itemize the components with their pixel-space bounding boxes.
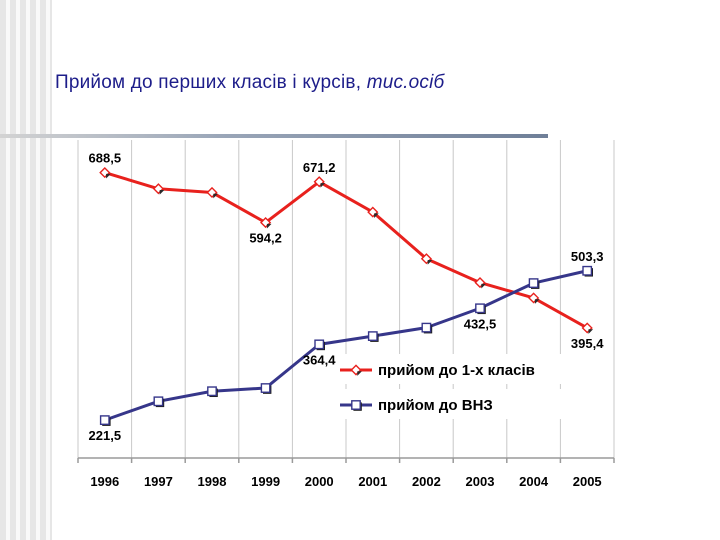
data-point-0 bbox=[528, 292, 540, 304]
legend-label-0: прийом до 1-х класів bbox=[378, 362, 535, 379]
data-label: 671,2 bbox=[303, 160, 336, 175]
x-tick-label: 2001 bbox=[358, 474, 387, 489]
x-tick-label: 1998 bbox=[198, 474, 227, 489]
data-point-0 bbox=[420, 253, 432, 265]
data-point-1 bbox=[99, 415, 110, 426]
data-label: 221,5 bbox=[89, 428, 122, 443]
data-label: 503,3 bbox=[571, 249, 604, 264]
data-point-1 bbox=[314, 339, 325, 350]
data-label: 432,5 bbox=[464, 316, 497, 331]
data-label: 594,2 bbox=[249, 231, 282, 246]
x-tick-label: 2005 bbox=[573, 474, 602, 489]
series-line-0 bbox=[104, 171, 588, 330]
data-point-0-shadow bbox=[374, 213, 379, 218]
legend-label-1: прийом до ВНЗ bbox=[378, 397, 493, 414]
legend-item-bg bbox=[336, 389, 586, 419]
title-unit: тис.осіб bbox=[366, 72, 445, 93]
data-point-0-shadow bbox=[266, 223, 272, 229]
data-point-1 bbox=[153, 396, 164, 407]
legend-marker-0-shadow bbox=[357, 371, 362, 376]
data-point-0-shadow bbox=[534, 299, 540, 304]
data-point-0 bbox=[581, 322, 593, 334]
title-divider bbox=[0, 134, 548, 138]
data-point-1 bbox=[207, 386, 217, 397]
data-point-1 bbox=[582, 265, 593, 276]
x-tick-label: 1996 bbox=[90, 474, 119, 489]
title-text: Прийом до перших класів і курсів, bbox=[55, 72, 362, 93]
data-point-1 bbox=[260, 383, 271, 393]
data-point-0-shadow bbox=[320, 183, 326, 188]
data-point-0 bbox=[260, 216, 272, 229]
data-label: 364,4 bbox=[303, 352, 336, 367]
legend-marker-1 bbox=[351, 400, 361, 410]
x-tick-label: 2000 bbox=[305, 474, 334, 489]
data-label: 688,5 bbox=[89, 151, 122, 166]
data-point-0-shadow bbox=[213, 193, 218, 199]
x-tick-label: 2004 bbox=[519, 474, 549, 489]
data-point-0-shadow bbox=[427, 260, 433, 265]
x-tick-label: 1997 bbox=[144, 474, 173, 489]
slide-title: Прийом до перших класів і курсів, тис.ос… bbox=[55, 72, 444, 94]
data-point-1 bbox=[528, 278, 539, 288]
data-point-0-shadow bbox=[106, 173, 111, 179]
data-point-1 bbox=[421, 322, 432, 333]
data-point-0-shadow bbox=[588, 329, 594, 334]
data-point-0-shadow bbox=[159, 190, 165, 195]
series-line-1 bbox=[104, 269, 588, 422]
x-tick-label: 2003 bbox=[466, 474, 495, 489]
data-point-0 bbox=[367, 206, 379, 218]
x-tick-label: 2002 bbox=[412, 474, 441, 489]
data-point-1 bbox=[367, 331, 378, 341]
data-point-0-shadow bbox=[481, 283, 486, 289]
data-label: 395,4 bbox=[571, 336, 604, 351]
x-tick-label: 1999 bbox=[251, 474, 280, 489]
data-point-1 bbox=[475, 303, 485, 314]
legend-item-bg bbox=[336, 354, 586, 384]
slide-panel bbox=[52, 0, 720, 540]
